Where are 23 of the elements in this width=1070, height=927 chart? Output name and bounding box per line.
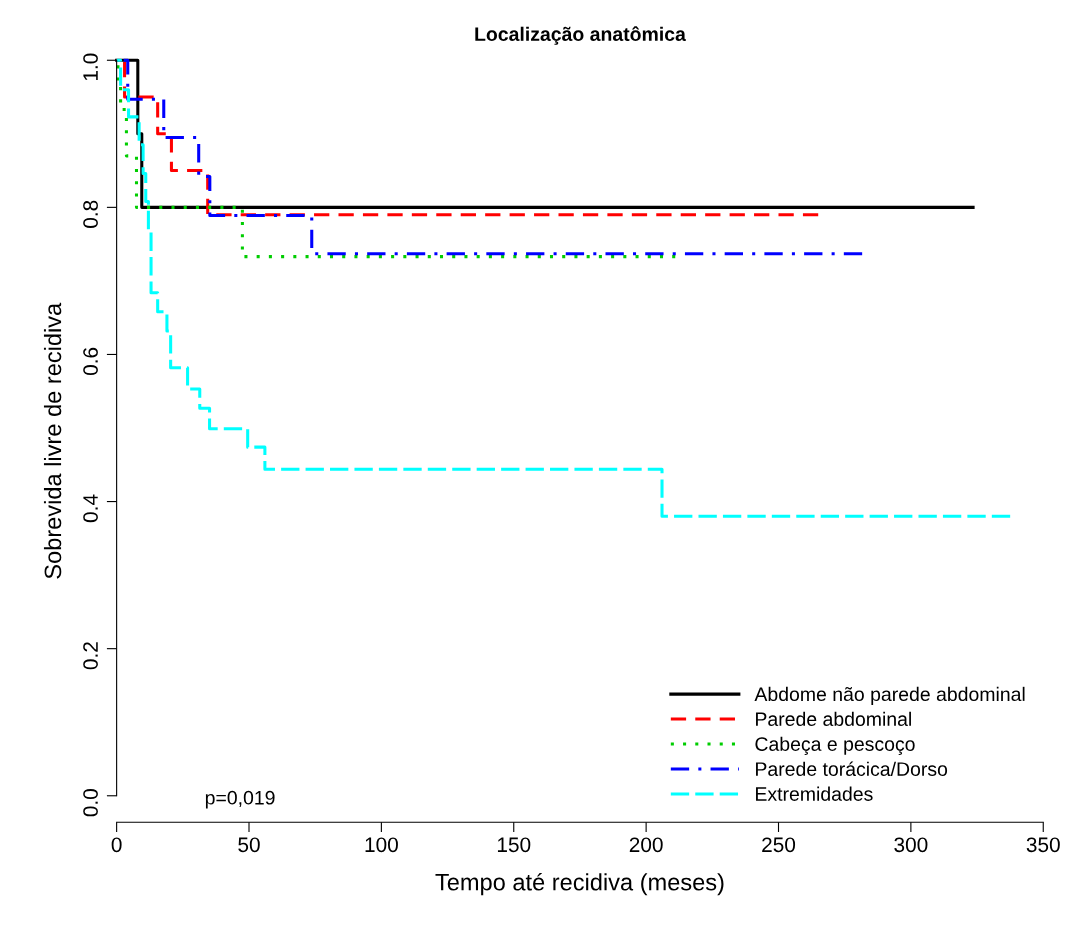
x-tick-label: 100 <box>365 837 398 853</box>
x-tick-label: 300 <box>894 837 928 853</box>
y-tick-label: 0.4 <box>83 494 98 523</box>
chart-title: Localização anatômica <box>475 26 686 45</box>
x-tick-label: 200 <box>629 837 663 853</box>
y-axis-title: Sobrevida livre de recidiva <box>43 302 62 579</box>
legend-label: Cabeça e pescoço <box>755 736 915 755</box>
x-tick-label: 350 <box>1026 837 1060 853</box>
x-tick-label: 250 <box>762 837 796 853</box>
x-tick-label: 50 <box>238 837 260 853</box>
x-tick-label: 0 <box>111 837 122 853</box>
x-tick-label: 150 <box>497 837 531 853</box>
legend-label: Extremidades <box>756 786 873 801</box>
y-tick-label: 0.2 <box>83 642 98 670</box>
x-axis-title: Tempo até recidiva (meses) <box>435 872 724 896</box>
annotation: p=0,019 <box>205 790 275 809</box>
y-tick-label: 0.0 <box>83 789 98 817</box>
y-tick-label: 1.0 <box>83 53 98 81</box>
legend-label: Parede abdominal <box>756 711 911 727</box>
y-tick-label: 0.8 <box>83 200 98 228</box>
legend-label: Parede torácica/Dorso <box>756 761 948 776</box>
legend-label: Abdome não parede abdominal <box>754 686 1025 705</box>
y-tick-label: 0.6 <box>83 347 98 376</box>
